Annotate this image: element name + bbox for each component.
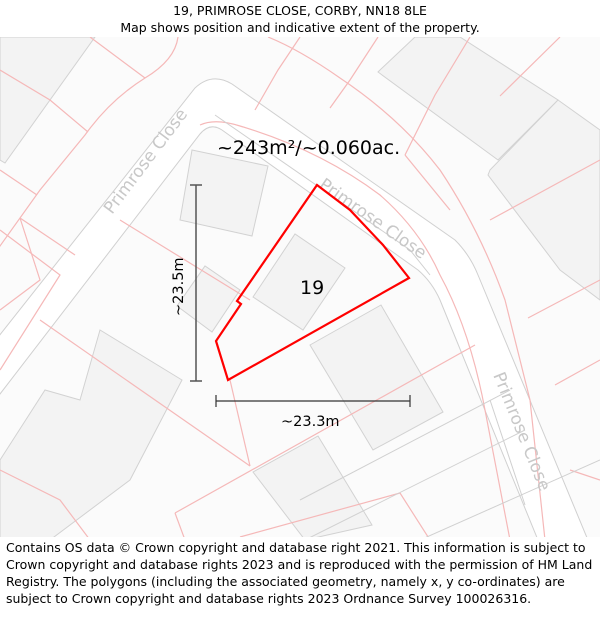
plot-number-label: 19 <box>300 277 324 299</box>
map-subtitle: Map shows position and indicative extent… <box>120 20 480 35</box>
vertical-dimension-label: ~23.5m <box>171 257 187 316</box>
property-boundary[interactable] <box>214 183 411 382</box>
map-header: 19, PRIMROSE CLOSE, CORBY, NN18 8LE Map … <box>0 0 600 39</box>
area-label: ~243m²/~0.060ac. <box>217 137 400 159</box>
property-address-title: 19, PRIMROSE CLOSE, CORBY, NN18 8LE <box>173 3 427 18</box>
vertical-dimension <box>190 184 202 382</box>
property-map[interactable]: Primrose Close Primrose Close Primrose C… <box>0 37 600 537</box>
horizontal-dimension <box>215 395 411 407</box>
road-primrose-close <box>0 78 588 537</box>
road-kerbs <box>214 114 600 537</box>
copyright-attribution: Contains OS data © Crown copyright and d… <box>6 540 593 606</box>
horizontal-dimension-label: ~23.3m <box>281 414 340 430</box>
buildings <box>0 37 600 537</box>
parcel-boundaries <box>0 37 600 537</box>
